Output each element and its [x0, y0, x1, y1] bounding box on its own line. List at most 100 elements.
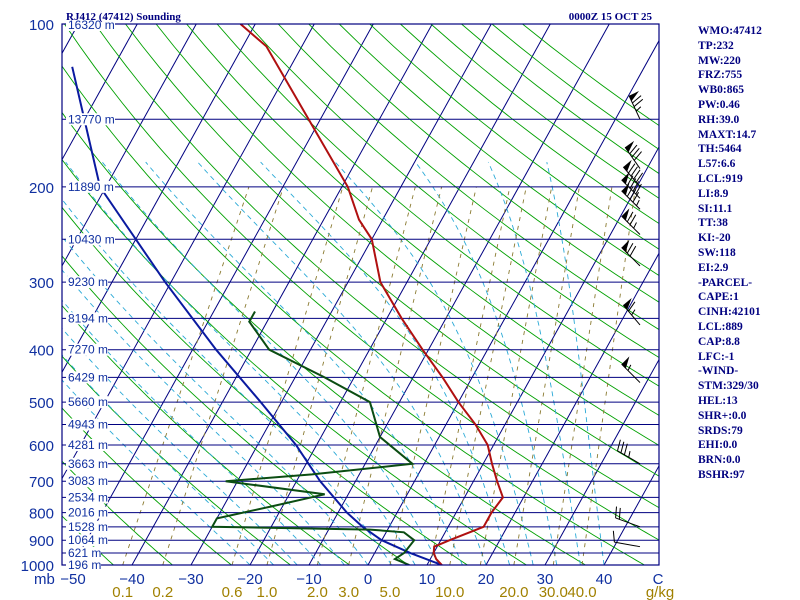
dry-adiabat-line [94, 24, 659, 509]
temp-tick-label: −30 [178, 571, 203, 588]
pressure-label-100: 100 [29, 17, 54, 34]
mixing-ratio-label: 10.0 [435, 584, 464, 600]
temp-tick-label: 10 [419, 571, 436, 588]
mixing-ratio-line [389, 186, 477, 565]
isotherm-line [62, 24, 197, 267]
height-label: 4943 m [68, 418, 108, 432]
moist-adiabat-line [197, 161, 487, 565]
height-label: 621 m [68, 546, 101, 560]
mixing-ratio-label: 0.2 [152, 584, 173, 600]
wind-barb [621, 356, 641, 383]
isotherm-line [367, 39, 659, 565]
wind-barb [621, 208, 641, 235]
stat-line: CINH:42101 [698, 306, 761, 319]
pressure-unit-label: mb [34, 571, 55, 588]
pressure-label-700: 700 [29, 474, 54, 491]
isotherm-line [131, 24, 433, 565]
mixing-ratio-label: 20.0 [499, 584, 528, 600]
stat-line: LFC:-1 [698, 350, 735, 363]
temp-tick-label: 40 [596, 571, 613, 588]
pressure-label-200: 200 [29, 180, 54, 197]
moist-adiabat-line [546, 162, 605, 565]
stat-line: L57:6.6 [698, 158, 736, 171]
dry-adiabat-line [64, 24, 659, 541]
stat-line: SRDS:79 [698, 424, 743, 437]
isotherm-line [62, 24, 256, 374]
temp-unit-label: C [653, 571, 664, 588]
stat-line: CAP:8.8 [698, 335, 740, 348]
temp-tick-label: 0 [364, 571, 372, 588]
mixing-ratio-line [552, 186, 613, 565]
moist-adiabat-line [415, 161, 558, 565]
dry-adiabat-line [62, 65, 645, 565]
height-label: 8194 m [68, 311, 108, 325]
mixing-ratio-line [162, 186, 284, 565]
pressure-label-600: 600 [29, 438, 54, 455]
height-label: 5660 m [68, 395, 108, 409]
stat-line: SHR+:0.0 [698, 409, 747, 422]
height-label: 11890 m [68, 180, 114, 194]
wind-barb [624, 140, 642, 169]
stat-line: HEL:13 [698, 394, 738, 407]
pressure-label-300: 300 [29, 275, 54, 292]
mixing-ratio-label: 2.0 [307, 584, 328, 600]
plot-frame [61, 23, 660, 566]
dewpoint-trace [210, 311, 416, 565]
mixing-ratio-line [581, 186, 636, 565]
mixing-ratio-line [348, 186, 443, 565]
moist-adiabat-line [101, 161, 440, 565]
pressure-label-500: 500 [29, 395, 54, 412]
stat-line: CAPE:1 [698, 291, 739, 304]
isotherm-line [249, 24, 551, 565]
stat-line: TH:5464 [698, 143, 742, 156]
wind-barb [628, 91, 644, 120]
isotherm-line [0, 24, 19, 576]
stat-line: BSHR:97 [698, 468, 745, 481]
stat-line: LCL:889 [698, 320, 743, 333]
isotherm-line [308, 24, 610, 565]
wind-barb [621, 239, 641, 267]
isotherm-line [485, 252, 659, 565]
moist-adiabat-line [62, 269, 345, 565]
moist-adiabat-line [62, 198, 392, 565]
stat-line: BRN:0.0 [698, 454, 741, 467]
mixing-ratio-label: 1.0 [257, 584, 278, 600]
sounding-time: 0000Z 15 OCT 25 [569, 11, 653, 23]
stat-line: FRZ:755 [698, 69, 743, 82]
mixing-ratio-line [122, 186, 250, 565]
isotherm-line [62, 24, 315, 480]
height-label: 9230 m [68, 275, 108, 289]
wind-barb [621, 183, 641, 210]
mixing-ratio-label: 5.0 [380, 584, 401, 600]
pressure-label-800: 800 [29, 506, 54, 523]
temp-tick-label: 20 [478, 571, 495, 588]
height-label: 196 m [68, 558, 101, 572]
height-label: 3663 m [68, 457, 108, 471]
dry-adiabat-line [62, 255, 409, 565]
stat-line: MW:220 [698, 54, 741, 67]
isotherm-line [426, 145, 659, 565]
height-label: 7270 m [68, 343, 108, 357]
mixing-ratio-line [266, 186, 373, 565]
mixing-ratio-line [429, 186, 511, 565]
height-label: 10430 m [68, 232, 115, 246]
parcel-trace [71, 66, 443, 565]
mixing-ratio-line [479, 186, 553, 565]
stat-line: RH:39.0 [698, 113, 740, 126]
height-label: 1064 m [68, 533, 108, 547]
temp-tick-label: −10 [296, 571, 321, 588]
wind-barb [612, 530, 641, 548]
moist-adiabat-line [62, 327, 298, 565]
pressure-label-900: 900 [29, 533, 54, 550]
moist-adiabat-line [145, 161, 463, 565]
height-label: 13770 m [68, 112, 115, 126]
moist-adiabat-line [62, 299, 322, 565]
background-lines [0, 24, 659, 576]
stat-line: EHI:0.0 [698, 439, 738, 452]
stat-line: WMO:47412 [698, 25, 762, 37]
height-label: 4281 m [68, 438, 108, 452]
mixing-ratio-label: 0.6 [222, 584, 243, 600]
mixing-ratio-line [231, 186, 344, 565]
